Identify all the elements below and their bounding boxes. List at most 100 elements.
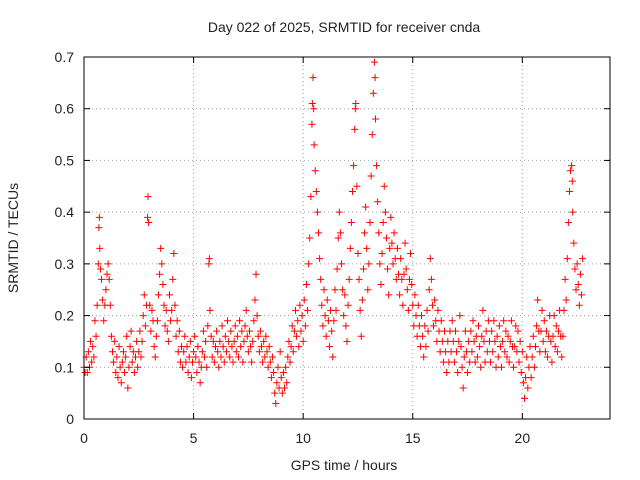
data-point xyxy=(306,234,314,242)
data-point xyxy=(253,312,261,320)
data-point xyxy=(431,296,439,304)
data-point xyxy=(531,343,539,351)
data-point xyxy=(95,213,103,221)
data-point xyxy=(258,343,266,351)
data-point xyxy=(319,322,327,330)
data-point xyxy=(519,379,527,387)
data-point xyxy=(284,353,292,361)
data-point xyxy=(252,270,260,278)
data-point xyxy=(408,281,416,289)
data-point xyxy=(260,337,268,345)
data-point xyxy=(369,89,377,97)
data-point xyxy=(422,343,430,351)
data-point xyxy=(121,368,129,376)
data-point xyxy=(230,337,238,345)
y-tick-label: 0.5 xyxy=(55,152,75,168)
data-point xyxy=(103,270,111,278)
data-point xyxy=(151,353,159,361)
data-point xyxy=(524,384,532,392)
data-point xyxy=(374,198,382,206)
data-point xyxy=(232,348,240,356)
x-tick-label: 10 xyxy=(295,430,311,446)
data-point xyxy=(254,332,262,340)
x-tick-label: 0 xyxy=(80,430,88,446)
data-point xyxy=(288,322,296,330)
data-point xyxy=(104,260,112,268)
data-point xyxy=(478,332,486,340)
data-point xyxy=(398,275,406,283)
data-point xyxy=(113,353,121,361)
data-point xyxy=(224,317,232,325)
data-point xyxy=(354,250,362,258)
data-point xyxy=(191,332,199,340)
data-point xyxy=(419,332,427,340)
data-point xyxy=(156,270,164,278)
data-point xyxy=(203,363,211,371)
data-point xyxy=(311,167,319,175)
data-point xyxy=(430,322,438,330)
data-point xyxy=(423,306,431,314)
data-point xyxy=(534,296,542,304)
data-point xyxy=(295,343,303,351)
data-point xyxy=(227,327,235,335)
data-point xyxy=(387,213,395,221)
data-point xyxy=(552,322,560,330)
data-point xyxy=(245,327,253,335)
data-point xyxy=(356,306,364,314)
data-point xyxy=(453,348,461,356)
data-point xyxy=(540,317,548,325)
data-point xyxy=(139,312,147,320)
data-point xyxy=(125,363,133,371)
data-point xyxy=(401,239,409,247)
data-point xyxy=(137,353,145,361)
data-point xyxy=(93,301,101,309)
data-point xyxy=(144,193,152,201)
y-tick-label: 0.2 xyxy=(55,308,75,324)
data-point xyxy=(317,275,325,283)
data-point xyxy=(404,306,412,314)
data-point xyxy=(313,208,321,216)
data-point xyxy=(316,255,324,263)
data-point xyxy=(148,306,156,314)
data-point xyxy=(381,208,389,216)
data-point xyxy=(100,317,108,325)
data-point xyxy=(437,317,445,325)
data-point xyxy=(371,115,379,123)
data-point xyxy=(297,327,305,335)
data-point xyxy=(99,296,107,304)
data-point xyxy=(221,332,229,340)
data-point xyxy=(199,327,207,335)
data-point xyxy=(179,363,187,371)
data-point xyxy=(380,182,388,190)
data-point xyxy=(140,291,148,299)
data-point xyxy=(558,353,566,361)
data-point xyxy=(111,337,119,345)
data-point xyxy=(434,306,442,314)
x-axis-label: GPS time / hours xyxy=(291,457,398,473)
data-point xyxy=(494,353,502,361)
data-point xyxy=(95,224,103,232)
data-point xyxy=(304,306,312,314)
data-point xyxy=(338,260,346,268)
data-point xyxy=(285,337,293,345)
data-point xyxy=(198,348,206,356)
data-point xyxy=(310,141,318,149)
data-point xyxy=(500,317,508,325)
data-point xyxy=(167,317,175,325)
data-point xyxy=(171,301,179,309)
data-point xyxy=(477,363,485,371)
data-point xyxy=(157,244,165,252)
data-point xyxy=(220,358,228,366)
data-point xyxy=(332,306,340,314)
data-point xyxy=(357,332,365,340)
data-point xyxy=(471,358,479,366)
x-tick-label: 5 xyxy=(190,430,198,446)
data-point xyxy=(336,229,344,237)
data-point xyxy=(215,363,223,371)
data-point xyxy=(325,343,333,351)
data-point xyxy=(344,301,352,309)
data-point xyxy=(216,337,224,345)
data-point xyxy=(163,327,171,335)
data-point xyxy=(559,332,567,340)
